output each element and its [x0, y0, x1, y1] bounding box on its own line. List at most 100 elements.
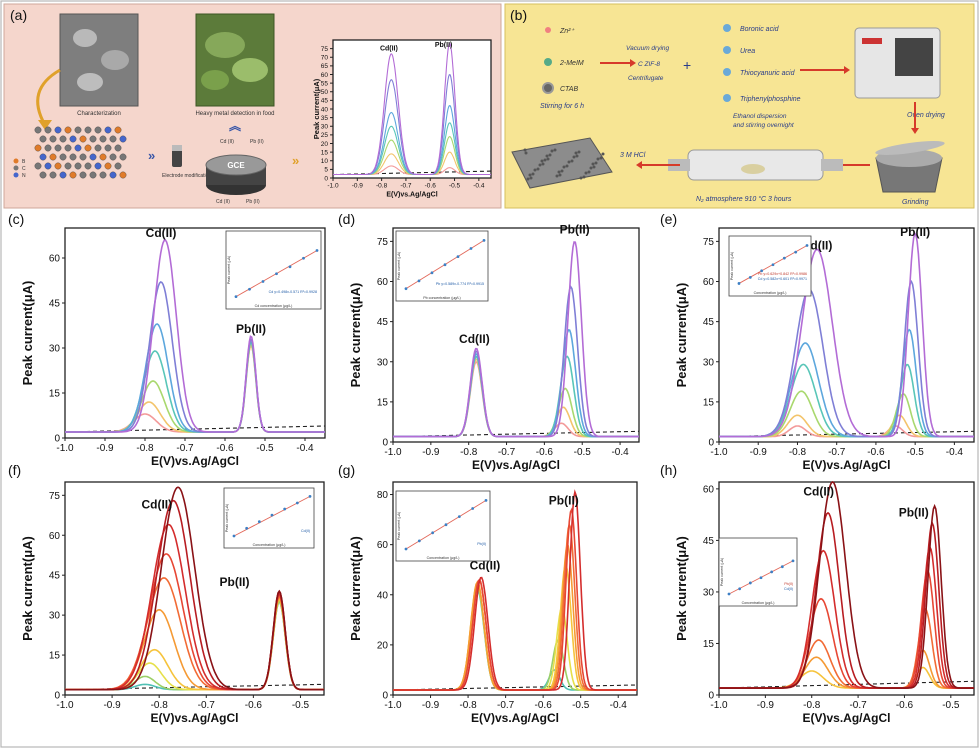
y-tick-label-h: 0	[708, 691, 714, 702]
y-tick-label-e: 0	[708, 438, 714, 449]
leaf-shape	[232, 58, 268, 82]
boronic-icon	[723, 24, 731, 32]
lattice-atom	[69, 171, 77, 179]
x-tick-label-d: -0.7	[498, 447, 516, 458]
carbon-pore	[526, 177, 530, 181]
lattice-atom	[44, 162, 52, 170]
x-tick-label-a: -0.7	[400, 183, 412, 190]
inset-point-e	[760, 269, 764, 273]
lattice-atom	[104, 162, 112, 170]
vacuum-label: Vacuum drying	[626, 45, 669, 52]
chevron-right-icon: »	[292, 153, 299, 168]
lattice-atom	[64, 144, 72, 152]
inset-point-e	[794, 250, 798, 254]
chart-c: -1.0 -0.9 -0.8 -0.7 -0.6 -0.5 -0.4 0 15 30 45 60 E(V…	[20, 226, 326, 468]
x-tick-label-f: -0.8	[151, 700, 169, 711]
x-tick-label-a: -1.0	[327, 183, 339, 190]
series-line-f-9	[65, 486, 324, 691]
carbon-pore	[540, 159, 544, 163]
carbon-pore	[570, 159, 574, 163]
x-tick-label-c: -0.6	[216, 443, 234, 454]
y-tick-label-e: 45	[703, 317, 715, 328]
carbon-pore	[533, 168, 537, 172]
peak-annotation-c-1: Pb(II)	[236, 322, 266, 336]
lattice-atom	[49, 171, 57, 179]
carbon-pore	[572, 155, 576, 159]
y-tick-label-h: 60	[703, 484, 715, 495]
panel-f-label: (f)	[8, 462, 21, 478]
y-tick-label-h: 30	[703, 587, 715, 598]
peak-annotation-a-0: Cd(II)	[380, 45, 398, 52]
x-tick-label-d: -0.9	[422, 447, 440, 458]
ctab-icon	[542, 82, 554, 94]
y-tick-label-a: 0	[324, 175, 328, 182]
lattice-atom	[119, 135, 127, 143]
y-tick-label-a: 25	[321, 132, 329, 139]
y-tick-label-a: 40	[321, 106, 329, 113]
carbon-pore	[524, 151, 528, 155]
peak-annotation-h-0: Cd(II)	[803, 485, 834, 499]
tube-end-right	[821, 159, 843, 171]
ethanol-label-1: Ethanol dispersion	[733, 113, 787, 120]
inset-point-d	[482, 239, 486, 242]
inset-xlabel-c: Cd concentration (μg/L)	[255, 304, 293, 308]
x-tick-label-c: -1.0	[56, 443, 74, 454]
inset-ylabel-h: Peak current (μA)	[720, 558, 724, 586]
panel-c-label: (c)	[8, 211, 24, 227]
y-tick-label-g: 60	[377, 540, 389, 551]
carbon-pore	[562, 165, 566, 169]
y-tick-label-e: 15	[703, 397, 715, 408]
x-tick-label-g: -0.5	[572, 700, 590, 711]
series-line-a-6	[333, 43, 491, 176]
heavy-metal-caption: Heavy metal detection in food	[195, 111, 274, 117]
inset-point-g	[471, 507, 475, 510]
x-axis-label-f: E(V)vs.Ag/AgCl	[150, 711, 238, 725]
lattice-atom	[109, 135, 117, 143]
gce-label: GCE	[227, 161, 245, 170]
y-tick-label-a: 15	[321, 149, 329, 156]
series-line-h-6	[719, 481, 974, 689]
y-tick-label-h: 15	[703, 639, 715, 650]
lattice-atom	[54, 144, 62, 152]
carbon-pore	[557, 170, 561, 174]
lattice-atom	[99, 135, 107, 143]
inset-point-f	[245, 526, 249, 530]
lattice-atom	[99, 171, 107, 179]
y-tick-label-f: 15	[49, 651, 61, 662]
y-axis-label-c: Peak current(μA)	[20, 281, 35, 386]
inset-point-d	[443, 263, 447, 267]
x-tick-label-g: -1.0	[384, 700, 402, 711]
x-tick-label-a: -0.8	[376, 183, 388, 190]
x-tick-label-f: -0.5	[292, 700, 310, 711]
inset-point-d	[469, 247, 473, 250]
carbon-pore	[567, 160, 571, 164]
inset-equation-h: Cd(II)	[784, 587, 793, 591]
inset-point-c	[275, 272, 278, 276]
carbon-pore	[565, 164, 569, 168]
curved-arrow-icon	[36, 68, 61, 126]
lattice-atom	[114, 144, 122, 152]
lattice-atom	[94, 144, 102, 152]
panel-b-label: (b)	[510, 7, 527, 23]
y-axis-label-a: Peak current(μA)	[312, 78, 321, 139]
lattice-atom	[59, 153, 67, 161]
lattice-atom	[84, 144, 92, 152]
carbon-pore	[594, 161, 598, 165]
plus-sign: +	[683, 57, 691, 73]
carbon-pore	[599, 156, 603, 160]
peak-annotation-f-0: Cd(II)	[141, 498, 172, 512]
lattice-atom	[44, 126, 52, 134]
inset-xlabel-f: Concentration (μg/L)	[253, 543, 286, 547]
carbon-pore	[529, 176, 533, 180]
peak-annotation-h-1: Pb(II)	[899, 505, 929, 519]
lattice-atom	[49, 135, 57, 143]
inset-point-f	[283, 507, 287, 511]
x-axis-label-h: E(V)vs.Ag/AgCl	[802, 711, 890, 725]
carbon-pore	[558, 173, 562, 177]
inset-point-e	[805, 244, 809, 247]
carbon-pore	[536, 167, 540, 171]
carbon-pore	[546, 157, 550, 161]
x-tick-label-f: -0.7	[198, 700, 216, 711]
